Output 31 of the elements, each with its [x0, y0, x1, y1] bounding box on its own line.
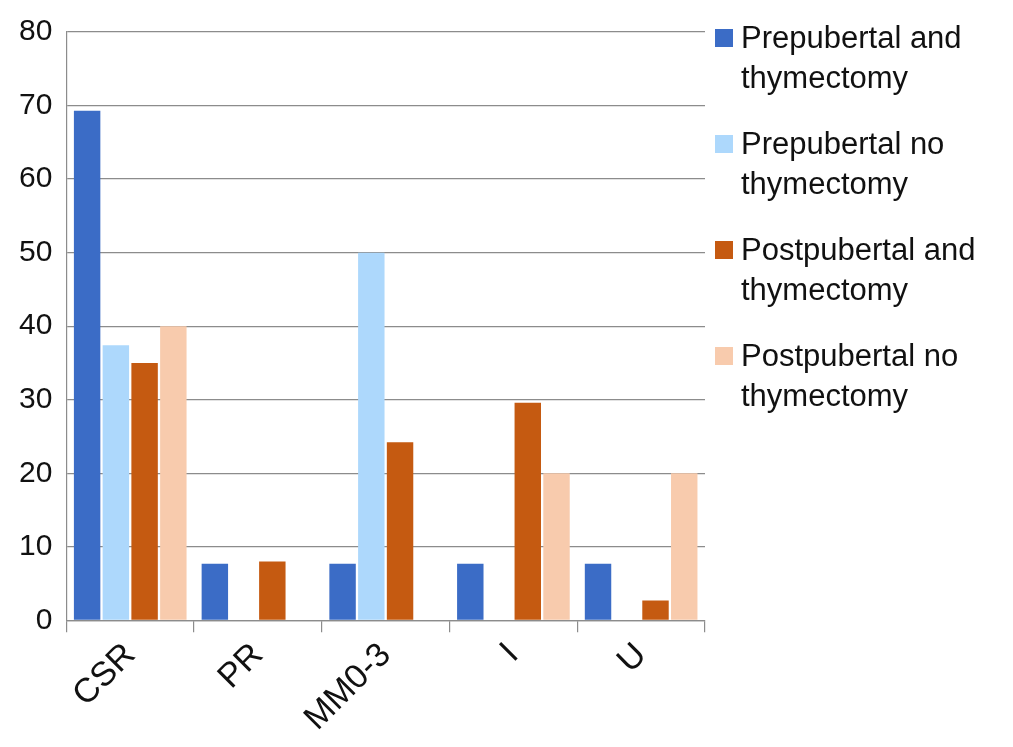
bar [160, 326, 187, 620]
legend-label: Prepubertal and thymectomy [741, 19, 963, 97]
bar [358, 252, 385, 620]
y-tick-label: 30 [18, 380, 53, 414]
bar [386, 442, 414, 620]
y-tick-label: 40 [18, 307, 53, 341]
bar [73, 110, 101, 620]
bar [642, 600, 669, 620]
y-tick-label: 50 [18, 233, 53, 267]
bar [671, 473, 698, 620]
x-tick-label: U [608, 634, 653, 679]
bar [102, 345, 130, 620]
y-tick-label: 20 [18, 454, 53, 488]
bar [329, 563, 356, 620]
legend-label: Prepubertal no thymectomy [741, 125, 946, 203]
bar [457, 563, 484, 620]
x-tick-label: PR [209, 634, 270, 695]
legend-label: Postpubertal no thymectomy [741, 337, 960, 415]
y-tick-label: 60 [18, 160, 53, 194]
y-tick-label: 0 [35, 601, 53, 635]
y-tick-label: 10 [18, 528, 53, 562]
x-tick-label: I [491, 634, 525, 669]
bar [514, 402, 541, 620]
y-tick-label: 70 [18, 86, 53, 120]
legend-label: Postpubertal and thymectomy [741, 231, 977, 309]
bar [543, 473, 570, 620]
bar [201, 563, 229, 620]
y-tick-label: 80 [18, 13, 53, 47]
bar [259, 561, 286, 620]
bar [584, 563, 612, 620]
bar [131, 362, 158, 620]
